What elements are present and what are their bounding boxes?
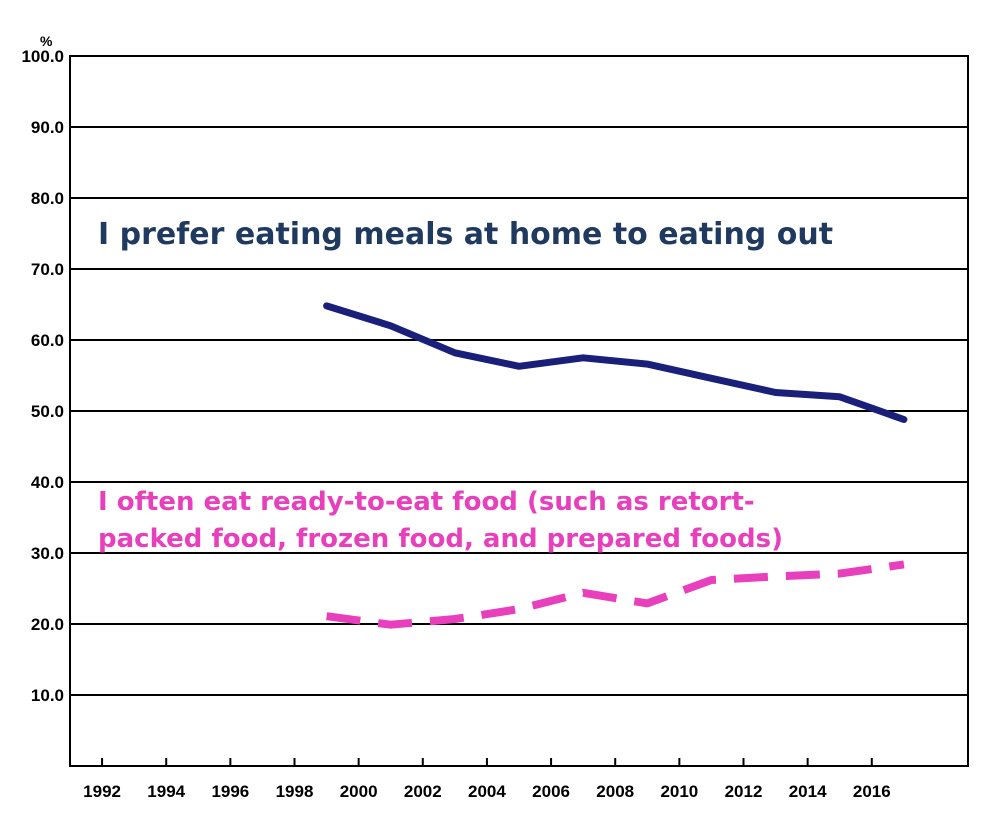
x-axis-tick-labels: 1992 1994 1996 1998 2000 2002 2004 2006 2008 2010… [83, 758, 891, 801]
y-tick-label: 100.0 [21, 47, 64, 66]
y-unit-label: % [40, 33, 53, 49]
plot-frame [69, 55, 969, 767]
y-axis-tick-labels: 100.0 90.0 80.0 70.0 60.0 50.0 40.0 30.0 20.0 10.… [21, 47, 64, 705]
y-tick-label: 10.0 [31, 686, 64, 705]
y-tick-label: 30.0 [31, 544, 64, 563]
series-lines [323, 302, 908, 629]
y-tick-label: 20.0 [31, 615, 64, 634]
gridlines [70, 55, 968, 696]
y-tick-label: 90.0 [31, 118, 64, 137]
x-tick-label: 2002 [404, 782, 442, 801]
y-tick-label: 70.0 [31, 260, 64, 279]
series-annotations: I prefer eating meals at home to eating … [98, 217, 833, 554]
x-tick-label: 2006 [532, 782, 570, 801]
annotation-home-meals: I prefer eating meals at home to eating … [98, 217, 833, 252]
x-tick-label: 1994 [147, 782, 185, 801]
x-tick-label: 2000 [340, 782, 378, 801]
y-tick-label: 60.0 [31, 331, 64, 350]
annotation-ready-to-eat: I often eat ready-to-eat food (such as r… [98, 487, 755, 517]
annotation-ready-to-eat: packed food, frozen food, and prepared f… [98, 524, 783, 554]
y-tick-label: 50.0 [31, 402, 64, 421]
x-tick-label: 2012 [725, 782, 763, 801]
x-tick-label: 2010 [660, 782, 698, 801]
x-tick-label: 2008 [596, 782, 634, 801]
y-tick-label: 80.0 [31, 189, 64, 208]
y-tick-label: 40.0 [31, 473, 64, 492]
series-line-ready-to-eat [326, 560, 905, 629]
x-tick-label: 2004 [468, 782, 506, 801]
x-tick-label: 2014 [789, 782, 827, 801]
x-tick-label: 1996 [211, 782, 249, 801]
series-line-home-meals [323, 302, 908, 423]
x-tick-label: 2016 [853, 782, 891, 801]
x-tick-label: 1992 [83, 782, 121, 801]
x-tick-label: 1998 [276, 782, 314, 801]
